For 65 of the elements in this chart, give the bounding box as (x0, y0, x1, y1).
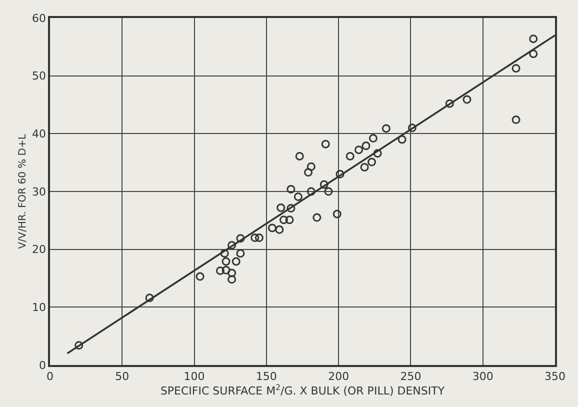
point (295, 152, 304, 160)
point (304, 168, 313, 177)
x-tick-label: 100 (184, 370, 205, 383)
point (254, 234, 264, 242)
point (306, 162, 316, 171)
point (220, 249, 229, 258)
point (145, 294, 154, 302)
point (285, 216, 294, 224)
x-tick-label: 250 (400, 370, 422, 383)
point (279, 216, 288, 224)
point (382, 124, 390, 133)
point (398, 135, 406, 144)
y-tick-label: 0 (39, 358, 46, 372)
x-tick-label: 150 (256, 370, 277, 383)
point (74, 341, 84, 350)
point (360, 162, 369, 172)
point (368, 158, 376, 166)
point (232, 257, 240, 266)
point (336, 170, 344, 178)
point (250, 234, 260, 242)
point (228, 268, 236, 278)
point (346, 152, 354, 160)
point (462, 95, 472, 104)
point (236, 234, 245, 243)
point (286, 204, 296, 213)
point (196, 272, 204, 281)
y-tick-label: 30 (32, 185, 46, 198)
x-tick-label: 300 (472, 370, 494, 383)
point (286, 184, 296, 194)
y-tick-label: 10 (32, 301, 46, 314)
point (222, 266, 230, 274)
point (445, 99, 454, 108)
y-tick-label: 20 (32, 243, 46, 256)
point (512, 116, 520, 124)
x-axis-title: SPECIFIC SURFACE M$^{2}$/G. X BULK (OR PILL) DENSITY (160, 382, 445, 398)
point (222, 257, 230, 266)
point (275, 225, 284, 234)
point (368, 134, 378, 143)
point (321, 140, 330, 148)
point (373, 149, 382, 158)
point (362, 142, 370, 150)
point (408, 124, 416, 132)
point (306, 187, 316, 196)
y-tick-label: 40 (32, 128, 46, 141)
point (332, 210, 342, 218)
point (512, 64, 520, 73)
point (529, 50, 538, 58)
x-tick-label: 50 (115, 370, 130, 383)
y-axis-title: V/V/HR. FOR 60 % D+L (18, 134, 29, 249)
point (354, 146, 364, 154)
point (268, 224, 276, 232)
point (228, 275, 236, 284)
point (320, 180, 328, 189)
point (216, 266, 225, 275)
y-tick-label: 50 (32, 70, 46, 83)
point (228, 241, 236, 250)
y-tick-label: 60 (32, 12, 46, 25)
x-tick-label: 350 (544, 370, 566, 383)
x-tick-label: 200 (328, 370, 350, 383)
point (312, 213, 322, 222)
point (294, 192, 302, 201)
point (324, 187, 333, 196)
point (276, 203, 286, 212)
point (529, 34, 538, 44)
point (236, 249, 245, 258)
